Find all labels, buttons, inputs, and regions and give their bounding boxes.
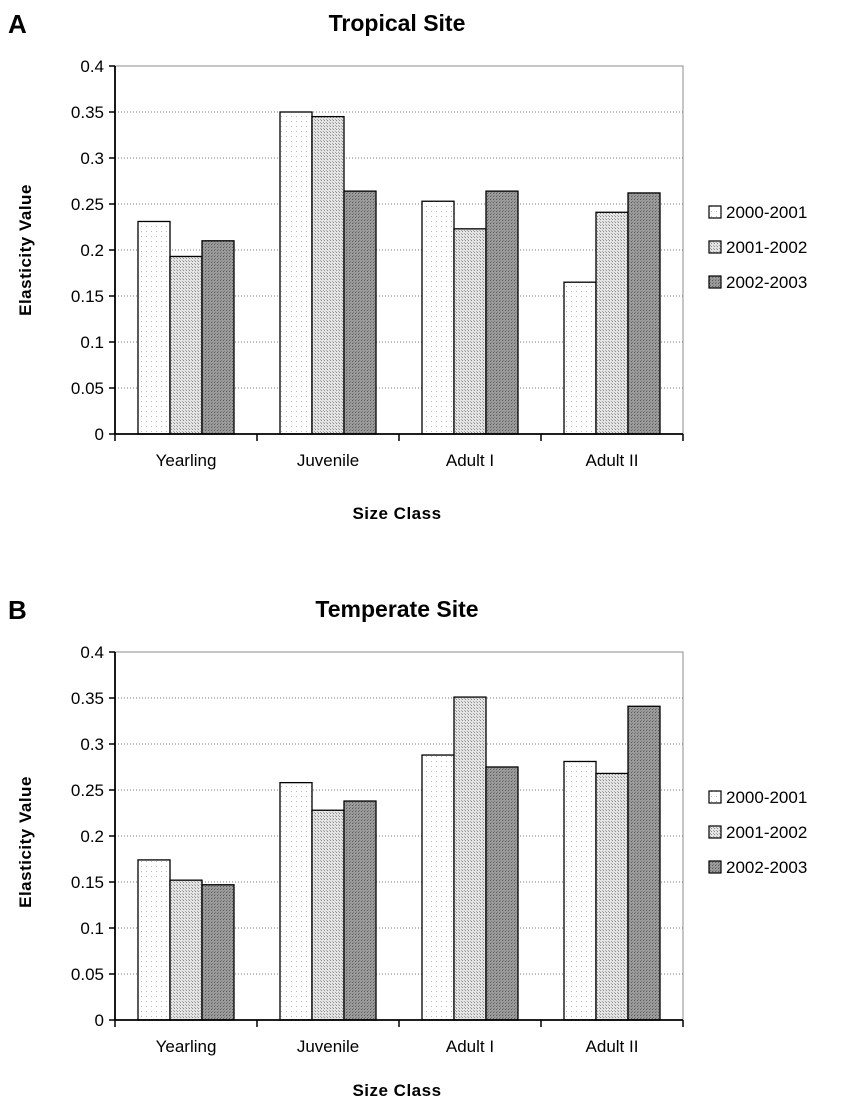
bars (137, 696, 661, 1021)
x-category-label: Juvenile (297, 1037, 359, 1056)
legend-label: 2002-2003 (726, 858, 807, 877)
bar-2001-2002-adult-i (453, 228, 487, 435)
y-tick-label: 0.25 (71, 781, 104, 800)
legend-label: 2001-2002 (726, 823, 807, 842)
legend-label: 2001-2002 (726, 238, 807, 257)
legend-label: 2002-2003 (726, 273, 807, 292)
legend-swatch (708, 860, 722, 874)
legend-label: 2000-2001 (726, 203, 807, 222)
axes: 0 0.05 0.1 0.15 0.2 0.25 0.3 0.35 0.4 Yearling Juv… (71, 643, 684, 1056)
legend: 2000-2001 2001-2002 2002-2003 (708, 203, 807, 292)
chart-title: Temperate Site (315, 596, 478, 622)
x-category-label: Adult I (446, 1037, 494, 1056)
y-tick-label: 0.4 (80, 57, 104, 76)
bar-2000-2001-adult-ii (563, 281, 597, 435)
bar-2002-2003-adult-i (485, 766, 519, 1021)
y-tick-label: 0.3 (80, 149, 104, 168)
x-category-label: Adult I (446, 451, 494, 470)
bar-2002-2003-juvenile (343, 800, 377, 1021)
bar-2002-2003-adult-ii (627, 705, 661, 1021)
y-tick-label: 0.05 (71, 965, 104, 984)
legend-label: 2000-2001 (726, 788, 807, 807)
legend-swatch (708, 240, 722, 254)
y-tick-label: 0.15 (71, 873, 104, 892)
bar-2001-2002-juvenile (311, 809, 345, 1021)
y-tick-label: 0.4 (80, 643, 104, 662)
bar-2001-2002-yearling (169, 879, 203, 1021)
bar-2000-2001-adult-i (421, 200, 455, 435)
chart-title: Tropical Site (329, 10, 466, 36)
x-category-label: Yearling (156, 1037, 217, 1056)
panel-letter: A (8, 9, 27, 39)
bar-2002-2003-yearling (201, 884, 235, 1021)
x-axis-title: Size Class (352, 504, 441, 523)
bar-2002-2003-juvenile (343, 190, 377, 435)
bar-2000-2001-juvenile (279, 781, 313, 1021)
legend: 2000-2001 2001-2002 2002-2003 (708, 788, 807, 877)
y-tick-label: 0.1 (80, 333, 104, 352)
bar-2000-2001-adult-i (421, 754, 455, 1021)
y-tick-label: 0.1 (80, 919, 104, 938)
legend-swatch (708, 205, 722, 219)
chart-panel-temperate: B Temperate Site Elasticity Value Size C… (8, 595, 807, 1100)
y-tick-label: 0.35 (71, 103, 104, 122)
bar-2001-2002-adult-ii (595, 772, 629, 1021)
legend-swatch (708, 790, 722, 804)
y-tick-label: 0 (95, 1011, 104, 1030)
x-category-label: Yearling (156, 451, 217, 470)
x-category-label: Adult II (586, 451, 639, 470)
bar-2002-2003-adult-i (485, 190, 519, 435)
y-tick-label: 0 (95, 425, 104, 444)
axes: 0 0.05 0.1 0.15 0.2 0.25 0.3 0.35 0.4 Yearling Juv… (71, 57, 684, 470)
y-tick-label: 0.2 (80, 241, 104, 260)
bars (137, 111, 661, 435)
chart-panel-tropical: A Tropical Site Elasticity Value Size Cl… (8, 9, 807, 523)
bar-2001-2002-adult-ii (595, 211, 629, 435)
bar-2000-2001-yearling (137, 859, 171, 1021)
bar-2001-2002-juvenile (311, 115, 345, 435)
bar-2002-2003-yearling (201, 240, 235, 435)
panel-letter: B (8, 595, 27, 625)
bar-2001-2002-yearling (169, 255, 203, 435)
y-axis-title: Elasticity Value (16, 184, 35, 316)
bar-2002-2003-adult-ii (627, 192, 661, 435)
y-tick-label: 0.25 (71, 195, 104, 214)
bar-2001-2002-adult-i (453, 696, 487, 1021)
y-tick-label: 0.05 (71, 379, 104, 398)
y-tick-label: 0.35 (71, 689, 104, 708)
legend-swatch (708, 825, 722, 839)
x-category-label: Adult II (586, 1037, 639, 1056)
y-tick-label: 0.3 (80, 735, 104, 754)
x-axis-title: Size Class (352, 1081, 441, 1100)
bar-2000-2001-juvenile (279, 111, 313, 435)
bar-2000-2001-yearling (137, 220, 171, 435)
legend-swatch (708, 275, 722, 289)
bar-2000-2001-adult-ii (563, 760, 597, 1021)
y-axis-title: Elasticity Value (16, 776, 35, 908)
y-tick-label: 0.15 (71, 287, 104, 306)
x-category-label: Juvenile (297, 451, 359, 470)
y-tick-label: 0.2 (80, 827, 104, 846)
